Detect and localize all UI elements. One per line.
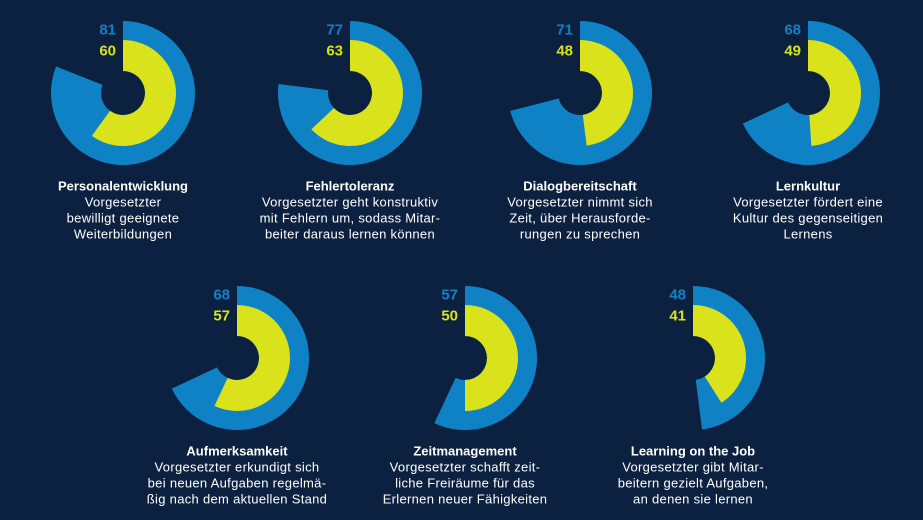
- chart-title: Zeitmanagement: [413, 443, 517, 458]
- ring-arc: [434, 286, 537, 430]
- description: ßig nach dem aktuellen Stand: [147, 491, 327, 506]
- description: Lernens: [783, 226, 832, 241]
- value-label: 77: [326, 21, 343, 38]
- value-label: 49: [784, 42, 801, 59]
- description: Vorgesetzter fördert eine: [733, 194, 883, 209]
- description: rungen zu sprechen: [520, 226, 640, 241]
- description: Erlernen neuer Fähigkeiten: [383, 491, 548, 506]
- ring-arc: [580, 40, 633, 146]
- description: Vorgesetzter geht konstruktiv: [262, 194, 439, 209]
- value-label: 60: [99, 42, 116, 59]
- description: Vorgesetzter: [85, 194, 162, 209]
- value-label: 50: [441, 307, 458, 324]
- value-label: 48: [556, 42, 573, 59]
- description: beitern gezielt Aufgaben,: [618, 475, 769, 490]
- value-label: 81: [99, 21, 116, 38]
- ring-arc: [214, 305, 290, 411]
- ring-arc: [808, 40, 861, 146]
- description: Zeit, über Herausforde-: [509, 210, 650, 225]
- value-label: 41: [669, 307, 686, 324]
- chart-title: Learning on the Job: [631, 443, 755, 458]
- description: beiter daraus lernen können: [265, 226, 435, 241]
- ring-arc: [693, 304, 747, 403]
- description: an denen sie lernen: [633, 491, 753, 506]
- value-label: 48: [669, 286, 686, 303]
- description: bewilligt geeignete: [67, 210, 180, 225]
- description: liche Freiräume für das: [395, 475, 535, 490]
- description: Kultur des gegenseitigen: [733, 210, 883, 225]
- chart-title: Fehlertoleranz: [306, 178, 395, 193]
- value-label: 57: [441, 286, 458, 303]
- chart-title: Aufmerksamkeit: [186, 443, 288, 458]
- description: bei neuen Aufgaben regelmä-: [148, 475, 327, 490]
- value-label: 68: [784, 21, 801, 38]
- description: Weiterbildungen: [74, 226, 172, 241]
- chart-title: Dialogbereitschaft: [523, 178, 637, 193]
- ring-arc: [465, 305, 518, 411]
- description: Vorgesetzter schafft zeit-: [390, 459, 541, 474]
- ring-arc: [91, 40, 176, 146]
- value-label: 68: [213, 286, 230, 303]
- value-label: 71: [556, 21, 573, 38]
- description: Vorgesetzter erkundigt sich: [155, 459, 320, 474]
- ring-arc: [311, 40, 403, 146]
- chart-title: Lernkultur: [776, 178, 840, 193]
- description: Vorgesetzter nimmt sich: [507, 194, 653, 209]
- description: mit Fehlern um, sodass Mitar-: [260, 210, 441, 225]
- chart-title: Personalentwicklung: [58, 178, 188, 193]
- description: Vorgesetzter gibt Mitar-: [622, 459, 764, 474]
- value-label: 57: [213, 307, 230, 324]
- value-label: 63: [326, 42, 343, 59]
